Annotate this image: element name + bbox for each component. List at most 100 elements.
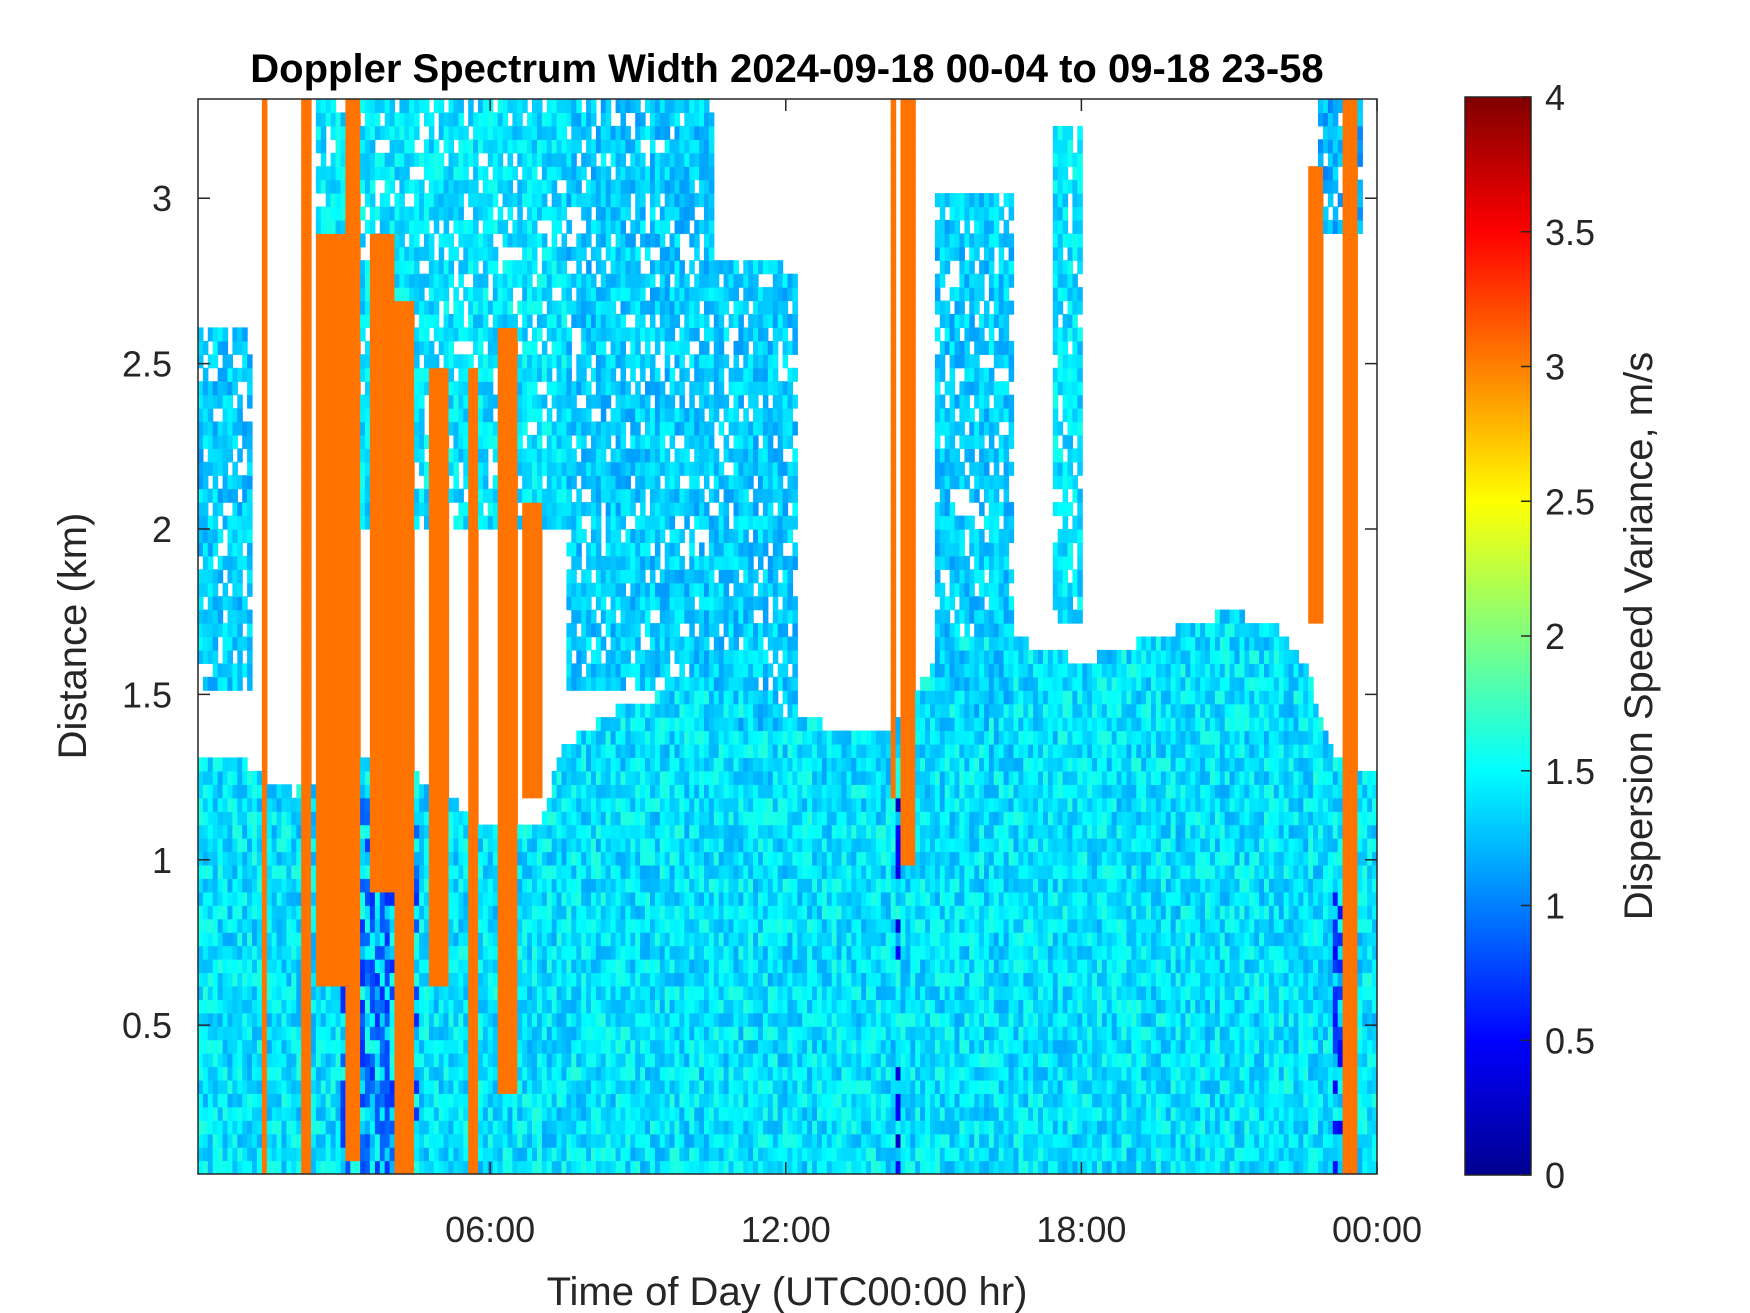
- heatmap-cell: [335, 811, 342, 826]
- heatmap-cell: [537, 851, 543, 866]
- heatmap-cell: [527, 932, 533, 947]
- heatmap-cell: [566, 542, 572, 557]
- heatmap-cell: [389, 529, 396, 544]
- heatmap-cell: [566, 166, 572, 181]
- heatmap-cell: [551, 905, 558, 920]
- heatmap-cell: [419, 502, 425, 517]
- heatmap-cell: [463, 515, 469, 530]
- heatmap-cell: [320, 219, 327, 234]
- heatmap-cell: [355, 811, 361, 826]
- heatmap-cell: [424, 314, 430, 329]
- heatmap-cell: [473, 179, 479, 194]
- heatmap-cell: [424, 1066, 430, 1081]
- heatmap-cell: [546, 206, 553, 221]
- heatmap-cell: [532, 112, 538, 127]
- heatmap-cell: [541, 166, 548, 181]
- heatmap-cell: [198, 609, 204, 624]
- heatmap-cell: [384, 1026, 391, 1041]
- heatmap-cell: [261, 1012, 268, 1027]
- heatmap-cell: [325, 609, 332, 624]
- heatmap-cell: [556, 1133, 563, 1148]
- heatmap-cell: [502, 327, 509, 342]
- heatmap-cell: [551, 959, 558, 974]
- heatmap-cell: [419, 1093, 425, 1108]
- heatmap-cell: [463, 878, 469, 893]
- heatmap-cell: [482, 864, 489, 879]
- heatmap-cell: [404, 354, 410, 369]
- heatmap-cell: [325, 1160, 332, 1174]
- heatmap-cell: [537, 1120, 543, 1135]
- heatmap-cell: [315, 139, 322, 154]
- heatmap-cell: [261, 233, 268, 248]
- heatmap-cell: [217, 1106, 224, 1121]
- heatmap-cell: [492, 139, 499, 154]
- heatmap-cell: [556, 193, 563, 208]
- heatmap-cell: [198, 1026, 204, 1041]
- heatmap-cell: [541, 179, 548, 194]
- heatmap-cell: [340, 542, 347, 557]
- heatmap-cell: [232, 824, 238, 839]
- heatmap-cell: [586, 972, 592, 987]
- heatmap-cell: [340, 408, 347, 423]
- heatmap-cell: [566, 582, 572, 597]
- heatmap-cell: [355, 730, 361, 745]
- heatmap-cell: [546, 838, 553, 853]
- heatmap-cell: [546, 811, 553, 826]
- heatmap-cell: [266, 1012, 273, 1027]
- heatmap-cell: [458, 932, 464, 947]
- heatmap-cell: [482, 166, 489, 181]
- heatmap-cell: [369, 676, 376, 691]
- heatmap-cell: [473, 421, 479, 436]
- heatmap-cell: [581, 1012, 587, 1027]
- heatmap-cell: [389, 864, 396, 879]
- heatmap-cell: [247, 623, 253, 638]
- heatmap-cell: [586, 623, 592, 638]
- heatmap-cell: [379, 219, 386, 234]
- heatmap-cell: [576, 676, 582, 691]
- heatmap-cell: [281, 1039, 288, 1054]
- heatmap-cell: [335, 219, 342, 234]
- heatmap-cell: [419, 1039, 425, 1054]
- heatmap-cell: [438, 891, 445, 906]
- heatmap-cell: [340, 179, 347, 194]
- heatmap-cell: [384, 1106, 391, 1121]
- heatmap-cell: [242, 851, 248, 866]
- heatmap-cell: [478, 838, 484, 853]
- heatmap-cell: [512, 1026, 518, 1041]
- heatmap-cell: [546, 300, 553, 315]
- heatmap-cell: [507, 327, 514, 342]
- heatmap-cell: [394, 824, 401, 839]
- heatmap-cell: [438, 838, 445, 853]
- heatmap-cell: [561, 985, 568, 1000]
- heatmap-cell: [561, 233, 568, 248]
- heatmap-cell: [379, 663, 386, 678]
- heatmap-cell: [414, 1026, 420, 1041]
- heatmap-cell: [546, 864, 553, 879]
- heatmap-cell: [468, 408, 474, 423]
- heatmap-cell: [217, 851, 224, 866]
- heatmap-cell: [409, 488, 415, 503]
- heatmap-cell: [512, 394, 518, 409]
- heatmap-cell: [419, 219, 425, 234]
- heatmap-cell: [522, 999, 528, 1014]
- heatmap-cell: [546, 502, 553, 517]
- heatmap-cell: [350, 515, 356, 530]
- heatmap-cell: [276, 878, 283, 893]
- heatmap-cell: [360, 905, 366, 920]
- heatmap-cell: [492, 488, 499, 503]
- heatmap-cell: [281, 972, 288, 987]
- heatmap-cell: [399, 421, 405, 436]
- heatmap-cell: [576, 811, 582, 826]
- heatmap-cell: [340, 744, 347, 759]
- heatmap-cell: [320, 972, 327, 987]
- heatmap-cell: [237, 1039, 243, 1054]
- heatmap-cell: [247, 945, 253, 960]
- heatmap-cell: [527, 273, 533, 288]
- heatmap-cell: [419, 408, 425, 423]
- heatmap-cell: [409, 152, 415, 167]
- heatmap-cell: [507, 1026, 514, 1041]
- heatmap-cell: [556, 273, 563, 288]
- heatmap-cell: [458, 99, 464, 114]
- heatmap-cell: [512, 1053, 518, 1068]
- heatmap-cell: [256, 770, 263, 785]
